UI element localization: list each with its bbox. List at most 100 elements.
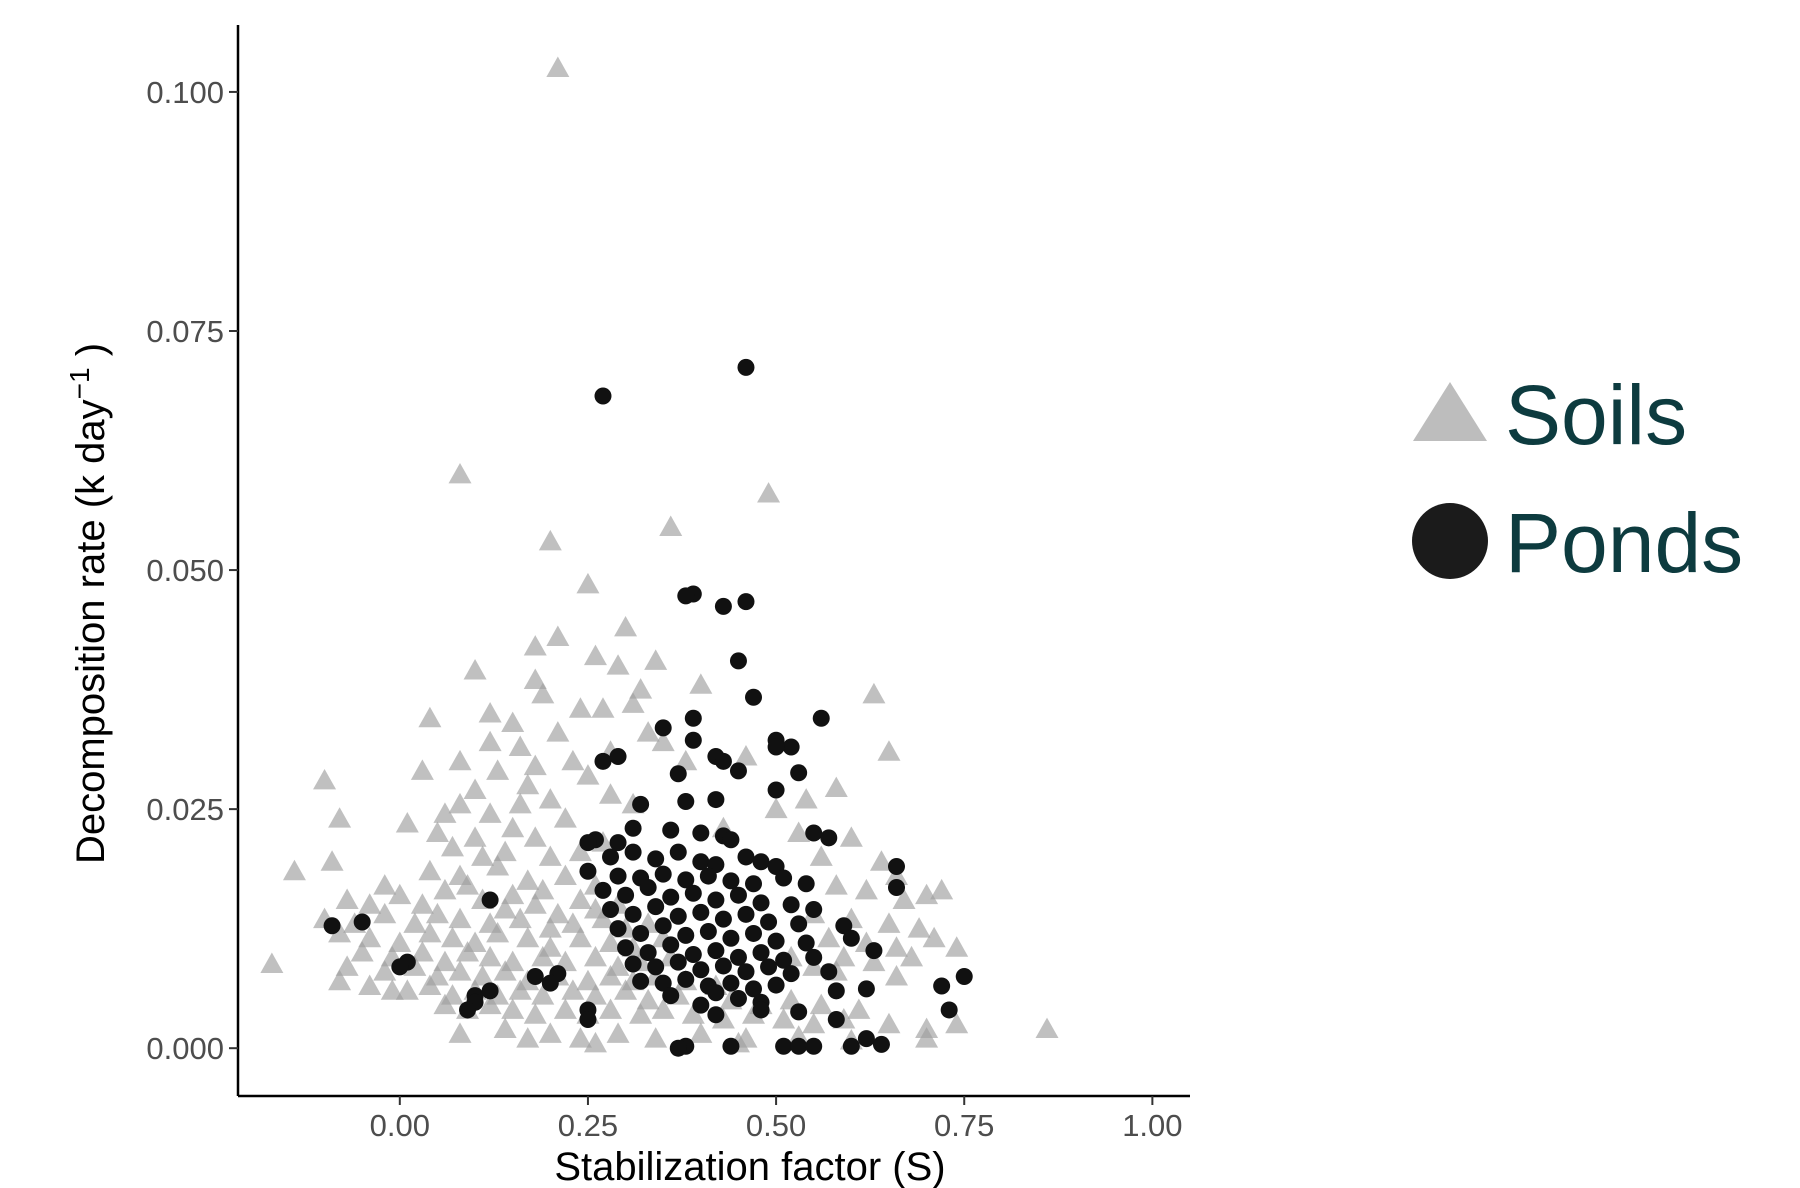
soils-point xyxy=(553,807,577,828)
ponds-point xyxy=(669,1039,687,1057)
ponds-point xyxy=(737,963,755,981)
ponds-point xyxy=(624,843,642,861)
soils-point xyxy=(410,893,434,914)
x-tick-label: 0.25 xyxy=(558,1108,618,1143)
ponds-point xyxy=(624,819,642,837)
soils-point xyxy=(531,682,555,704)
soils-point xyxy=(599,931,623,952)
soils-point xyxy=(651,730,675,752)
soils-point xyxy=(433,993,457,1015)
soils-point xyxy=(862,950,886,972)
ponds-point xyxy=(692,961,710,979)
ponds-point xyxy=(955,967,973,985)
ponds-point xyxy=(654,865,672,883)
soils-point xyxy=(380,979,404,1000)
soils-point xyxy=(425,902,449,924)
soils-point xyxy=(824,874,848,895)
soils-point xyxy=(328,807,352,828)
soils-point xyxy=(561,912,585,933)
ponds-point xyxy=(827,982,845,1000)
soils-point xyxy=(516,926,540,948)
ponds-point xyxy=(669,953,687,971)
soils-point xyxy=(817,926,841,948)
ponds-point xyxy=(391,958,409,976)
y-tick-label: 0.025 xyxy=(146,792,224,827)
x-tick-label: 1.00 xyxy=(1122,1108,1182,1143)
ponds-point xyxy=(609,867,627,885)
ponds-point xyxy=(835,917,853,935)
ponds-point xyxy=(647,850,665,868)
ponds-point xyxy=(797,934,815,952)
ponds-point xyxy=(722,872,740,890)
ponds-point xyxy=(579,1011,597,1028)
soils-point xyxy=(787,821,811,843)
ponds-point xyxy=(842,929,860,947)
soils-point xyxy=(629,678,653,699)
ponds-point xyxy=(594,387,612,405)
soils-point xyxy=(757,482,781,503)
y-axis-title-main: Decomposition rate (k day xyxy=(69,399,113,864)
ponds-point xyxy=(654,719,672,737)
soils-point xyxy=(583,984,607,1005)
ponds-point xyxy=(872,1035,890,1053)
ponds-point xyxy=(677,792,695,810)
soils-point xyxy=(681,1003,705,1024)
soils-point xyxy=(516,869,540,890)
soils-point xyxy=(659,515,683,537)
soils-point xyxy=(877,740,901,761)
soils-point xyxy=(463,778,487,799)
soils-point xyxy=(471,845,495,866)
ponds-point xyxy=(782,965,800,983)
soils-point xyxy=(508,907,532,929)
soils-point xyxy=(486,921,510,943)
soils-point xyxy=(373,874,397,895)
ponds-point xyxy=(745,875,763,893)
ponds-point xyxy=(737,848,755,866)
soils-point xyxy=(523,893,547,914)
soils-point xyxy=(591,697,615,718)
soils-point xyxy=(794,788,818,809)
ponds-point xyxy=(782,896,800,914)
ponds-point xyxy=(707,891,725,909)
soils-point xyxy=(531,984,555,1005)
ponds-point xyxy=(632,972,650,990)
ponds-point xyxy=(820,963,838,981)
ponds-point xyxy=(684,709,702,727)
y-axis-ticks: 0.000 0.025 0.050 0.075 0.100 xyxy=(146,75,238,1066)
soils-point xyxy=(523,668,547,690)
ponds-point xyxy=(714,910,732,928)
soils-point xyxy=(350,941,374,962)
y-tick-label: 0.050 xyxy=(146,553,224,588)
soils-point xyxy=(546,721,570,742)
soils-point xyxy=(907,917,931,938)
ponds-point xyxy=(707,1006,725,1024)
soils-point xyxy=(636,721,660,742)
soils-point xyxy=(651,998,675,1019)
soils-point xyxy=(395,979,419,1000)
soils-point xyxy=(328,921,352,943)
soils-point xyxy=(900,945,924,967)
ponds-point xyxy=(684,884,702,902)
ponds-series xyxy=(323,358,973,1057)
soils-point xyxy=(854,878,878,900)
soils-point xyxy=(764,797,788,819)
ponds-point xyxy=(827,1011,845,1028)
soils-point xyxy=(501,816,525,838)
soils-point xyxy=(629,1003,653,1024)
soils-point xyxy=(501,998,525,1019)
soils-point xyxy=(410,759,434,780)
soils-point xyxy=(561,749,585,771)
soils-point xyxy=(884,964,908,986)
soils-point xyxy=(523,754,547,776)
soils-point xyxy=(418,706,442,728)
ponds-point xyxy=(677,970,695,988)
soils-point xyxy=(508,979,532,1000)
soils-point xyxy=(847,998,871,1019)
soils-point xyxy=(493,960,517,981)
ponds-point xyxy=(662,987,680,1005)
ponds-point xyxy=(933,977,951,995)
ponds-point xyxy=(541,974,559,992)
ponds-point xyxy=(353,913,371,931)
soils-point xyxy=(448,462,472,484)
soils-point xyxy=(418,974,442,996)
